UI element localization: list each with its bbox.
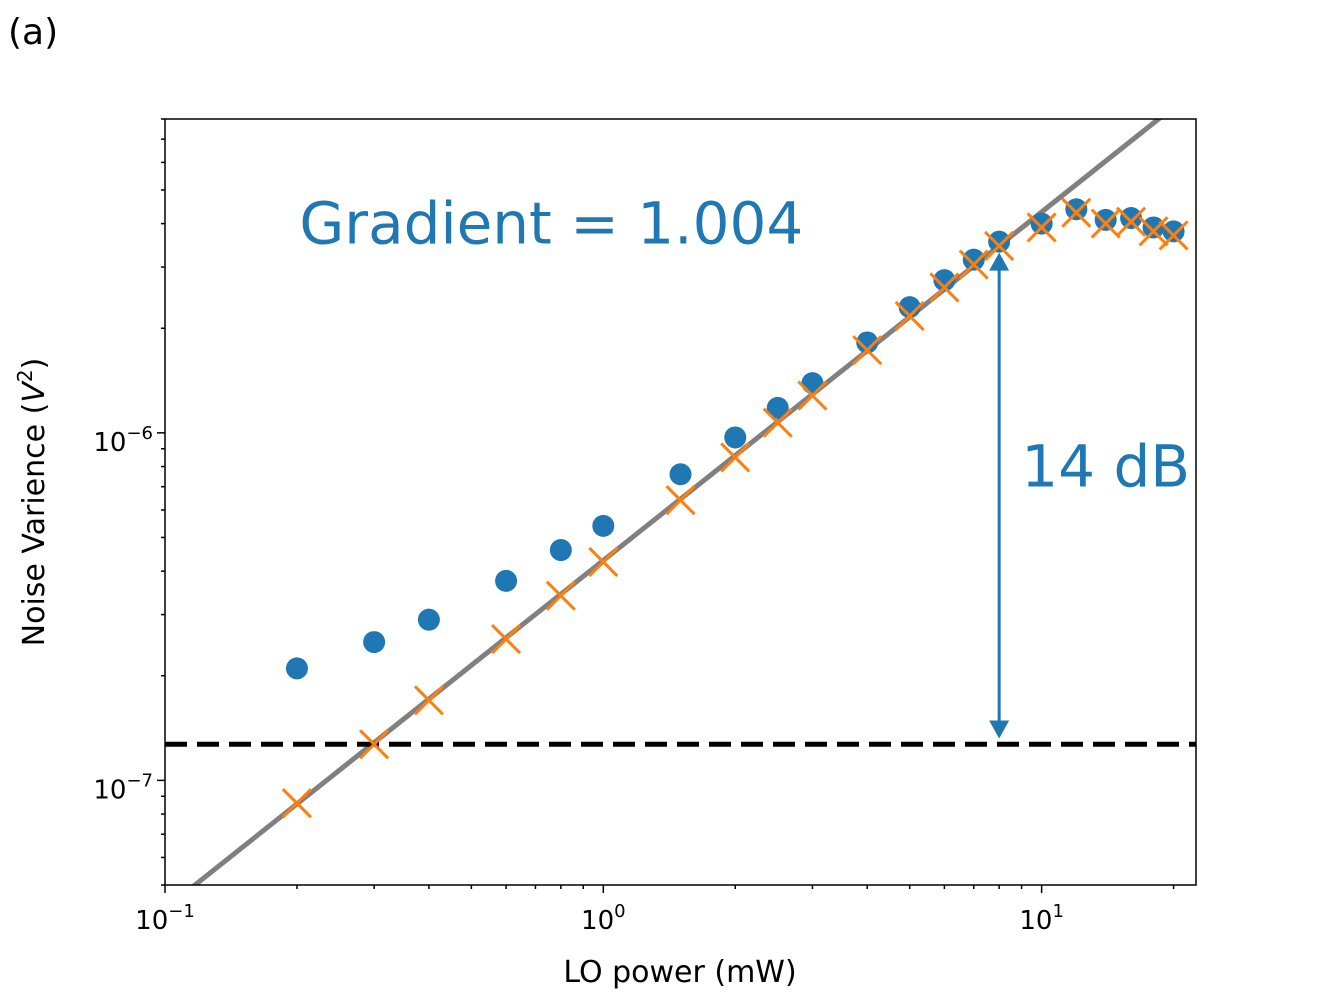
cross-stroke — [413, 685, 444, 716]
dynamic-range-label: 14 dB — [1021, 433, 1190, 501]
cross-point — [1061, 197, 1092, 228]
cross-stroke — [1116, 206, 1147, 237]
circle-point — [1030, 212, 1053, 235]
cross-stroke — [588, 546, 619, 578]
cross-point — [1026, 212, 1057, 243]
circle-point — [988, 230, 1011, 253]
cross-point — [281, 788, 313, 819]
cross-point — [984, 230, 1015, 262]
cross-point — [413, 685, 444, 716]
cross-point — [762, 407, 793, 438]
plot-frame — [164, 118, 1197, 886]
circle-point — [1162, 220, 1185, 243]
cross-stroke — [762, 407, 793, 438]
cross-point — [894, 300, 925, 331]
major-ticks — [157, 432, 1043, 893]
cross-point — [545, 580, 576, 611]
circle-point — [801, 372, 824, 395]
cross-point — [852, 335, 883, 366]
cross-point — [929, 272, 960, 303]
cross-stroke — [359, 729, 390, 760]
circle-point — [669, 463, 692, 486]
cross-stroke — [281, 788, 313, 819]
cross-stroke — [491, 624, 522, 655]
y-tick-label-0: 10−7 — [93, 770, 153, 805]
x-axis-title: LO power (mW) — [563, 955, 796, 990]
circle-point — [766, 396, 789, 419]
cross-stroke — [1090, 208, 1121, 239]
circle-point — [1142, 216, 1165, 239]
y-tick-label-1: 10−6 — [93, 423, 153, 458]
circle-point — [1065, 198, 1088, 221]
circle-point — [1120, 207, 1143, 230]
arrow-head-bottom — [989, 720, 1010, 739]
cross-point — [665, 485, 696, 516]
y-axis-title: Noise Varience (V2) — [13, 358, 52, 647]
cross-point — [1138, 216, 1169, 247]
circle-point — [724, 426, 747, 449]
circle-point — [933, 269, 956, 292]
gradient-annotation: Gradient = 1.004 — [299, 190, 803, 258]
circle-point — [363, 631, 386, 654]
cross-point — [1090, 208, 1121, 239]
cross-point — [588, 546, 619, 578]
cross-stroke — [797, 380, 828, 411]
cross-point — [1116, 206, 1147, 237]
cross-point — [958, 249, 989, 280]
cross-stroke — [665, 485, 696, 516]
cross-stroke — [1158, 220, 1189, 251]
circle-point — [1094, 208, 1117, 231]
cross-point — [1158, 220, 1189, 251]
x-tick-label-0: 10−1 — [135, 901, 195, 936]
cross-stroke — [545, 580, 576, 611]
cross-stroke — [1061, 197, 1092, 228]
cross-series — [281, 197, 1189, 819]
circle-series — [285, 198, 1185, 680]
cross-stroke — [1138, 216, 1169, 247]
dynamic-range-arrow — [989, 252, 1010, 739]
cross-stroke — [852, 335, 883, 366]
circle-point — [549, 539, 572, 562]
circle-point — [592, 514, 615, 537]
cross-point — [359, 729, 390, 760]
x-tick-label-1: 100 — [581, 901, 626, 936]
circle-point — [898, 296, 921, 319]
cross-stroke — [929, 272, 960, 303]
cross-stroke — [720, 442, 751, 473]
cross-stroke — [894, 300, 925, 331]
cross-point — [720, 442, 751, 473]
circle-point — [285, 657, 308, 680]
circle-point — [495, 569, 518, 592]
arrow-head-top — [989, 252, 1010, 271]
cross-stroke — [958, 249, 989, 280]
cross-stroke — [1026, 212, 1057, 243]
x-tick-label-2: 101 — [1019, 901, 1064, 936]
cross-stroke — [984, 230, 1015, 262]
panel-label: (a) — [8, 12, 59, 53]
cross-point — [491, 624, 522, 655]
circle-point — [417, 608, 440, 631]
circle-point — [962, 248, 985, 271]
circle-point — [856, 331, 879, 354]
cross-point — [797, 380, 828, 411]
